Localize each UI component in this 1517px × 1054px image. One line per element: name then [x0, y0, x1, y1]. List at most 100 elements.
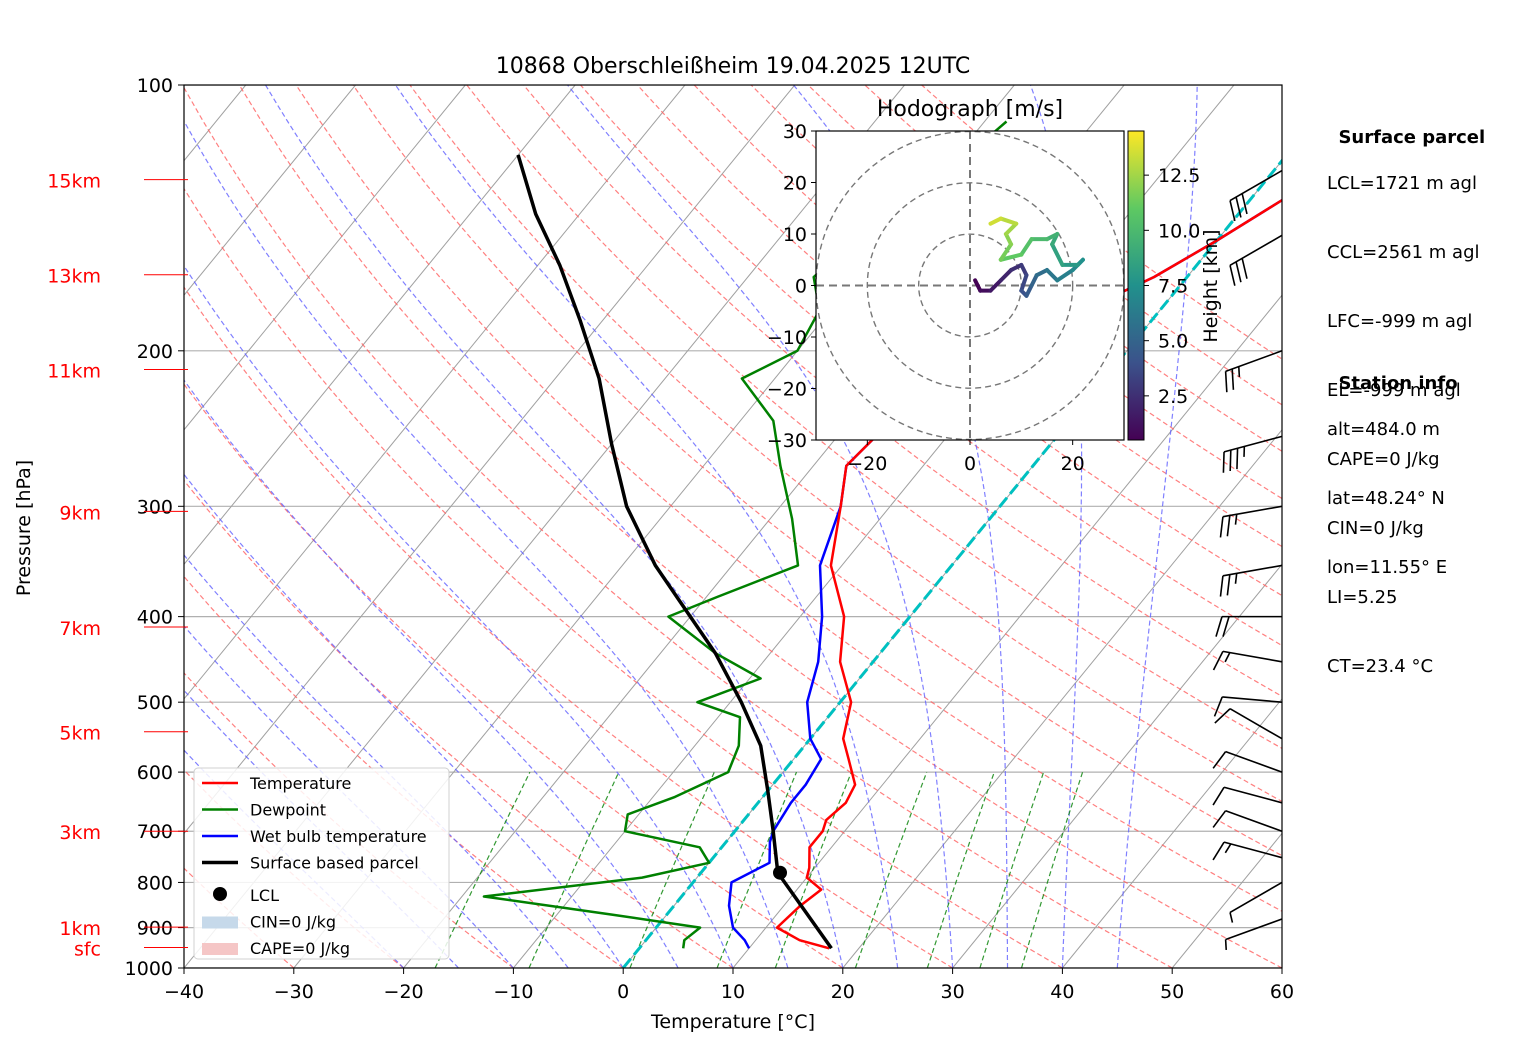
wind-barb-flag	[1237, 366, 1241, 378]
colorbar-tick-label: 5.0	[1158, 331, 1188, 353]
mixing-ratio-line	[979, 771, 1045, 968]
dry-adiabat-line	[750, 85, 1282, 500]
wind-barb-flag	[1214, 708, 1231, 724]
hodograph-trace-segment	[998, 216, 1019, 226]
isotherm-line	[184, 85, 576, 566]
hodograph: Hodograph [m/s] −30 −20 −10 0 10 20 30 −20 0 20 2.…	[767, 97, 1222, 475]
wind-barb-staff	[1222, 696, 1283, 703]
wind-barb-flag	[1229, 450, 1232, 471]
isotherm-line	[842, 428, 1282, 968]
moist-adiabat-line	[264, 85, 844, 968]
colorbar-tick-label: 2.5	[1158, 386, 1188, 408]
wind-barb	[1215, 615, 1282, 637]
dry-adiabat-line	[295, 85, 1282, 912]
hodograph-y-tick-label: 30	[783, 121, 807, 143]
wind-barb-staff	[1229, 234, 1283, 267]
wind-barb	[1229, 234, 1283, 286]
wind-barb-flag	[1235, 261, 1242, 283]
y-tick-label: 500	[137, 692, 173, 714]
height-label: 13km	[47, 266, 101, 288]
y-tick-label: 300	[137, 496, 173, 518]
station-info-line: lat=48.24° N	[1327, 488, 1445, 509]
height-label: sfc	[74, 939, 101, 961]
isotherm-line	[184, 85, 466, 431]
wind-barb-staff	[1223, 841, 1283, 859]
chart-title: 10868 Oberschleißheim 19.04.2025 12UTC	[496, 54, 971, 79]
mixing-ratio-line	[774, 771, 852, 968]
legend-swatch	[213, 887, 227, 901]
x-tick-label: 30	[941, 981, 965, 1003]
legend-label: CAPE=0 J/kg	[250, 939, 350, 958]
isotherm-line	[184, 85, 356, 297]
hodograph-y-tick-label: −20	[767, 379, 807, 401]
station-info-line: lon=11.55° E	[1327, 557, 1448, 578]
wind-barb	[1212, 650, 1283, 671]
wind-barb-staff	[1225, 350, 1283, 373]
wind-barb-flag	[1212, 810, 1227, 828]
surface-parcel-line: CCL=2561 m agl	[1327, 242, 1480, 263]
legend-swatch	[202, 943, 238, 955]
hodograph-trace-segment	[998, 242, 1014, 262]
hodograph-trace-segment	[1045, 268, 1060, 283]
hodograph-ring	[866, 182, 1074, 389]
wind-barb-staff	[1225, 809, 1283, 832]
wind-barbs	[1212, 169, 1283, 950]
height-label: 9km	[59, 502, 101, 524]
wind-barb	[1212, 750, 1283, 773]
wind-barb-flag	[1222, 616, 1230, 637]
colorbar	[1127, 130, 1145, 441]
x-tick-label: 10	[721, 981, 745, 1003]
wind-barb	[1214, 708, 1283, 740]
wind-barb-flag	[1235, 196, 1242, 218]
legend-box	[193, 767, 450, 960]
mixing-ratio-line	[528, 771, 620, 968]
surface-parcel-line: CT=23.4 °C	[1327, 656, 1434, 677]
legend-swatch	[202, 916, 238, 929]
wind-barb	[1219, 505, 1283, 538]
station-info-panel: Station info alt=484.0 m lat=48.24° N lo…	[1327, 349, 1458, 602]
wind-barb-flag	[1212, 651, 1224, 671]
legend: Temperature Dewpoint Wet bulb temperature S…	[193, 767, 450, 960]
y-tick-label: 1000	[125, 958, 173, 980]
dry-adiabat-line	[184, 479, 734, 968]
wind-barb-staff	[1223, 786, 1283, 804]
axes: −40 −30 −20 −10 0 10 20 30 40 50 60100200300400500…	[47, 75, 1294, 1003]
moist-adiabat-line	[184, 625, 514, 968]
mixing-ratio-line	[926, 771, 995, 968]
isotherm-line	[184, 85, 686, 700]
height-label: 11km	[47, 361, 101, 383]
surface-parcel-line: LI=5.25	[1327, 587, 1398, 608]
wind-barb	[1212, 809, 1283, 832]
moist-adiabat-line	[395, 85, 899, 968]
height-label: 7km	[59, 618, 101, 640]
wind-barb-flag	[1222, 451, 1225, 473]
hodograph-plot	[816, 131, 1124, 440]
wind-barb	[1213, 696, 1283, 717]
isotherm-line	[732, 294, 1282, 968]
legend-label: LCL	[250, 886, 279, 905]
wind-barb-staff	[1229, 708, 1283, 740]
y-tick-label: 100	[137, 75, 173, 97]
wind-barb-flag	[1229, 912, 1234, 923]
legend-label: CIN=0 J/kg	[250, 913, 336, 932]
mixing-ratio-line	[854, 771, 928, 968]
hodograph-x-tick-label: 0	[964, 453, 976, 475]
colorbar-tick-label: 7.5	[1158, 276, 1188, 298]
wind-barb-staff	[1222, 505, 1283, 518]
x-axis-label: Temperature [°C]	[650, 1011, 815, 1033]
wind-barb-flag	[1224, 371, 1228, 393]
wind-barb-staff	[1229, 169, 1283, 202]
lcl-marker	[773, 865, 788, 880]
x-tick-label: 20	[831, 981, 855, 1003]
moist-adiabat-line	[184, 554, 569, 968]
wind-barb-flag	[1224, 843, 1232, 854]
wind-barb	[1224, 918, 1283, 950]
hodograph-trace-segment	[988, 216, 1003, 226]
hodograph-title: Hodograph [m/s]	[877, 97, 1063, 122]
height-label: 15km	[47, 171, 101, 193]
wind-barb-flag	[1213, 696, 1223, 717]
legend-label: Surface based parcel	[250, 854, 419, 873]
mixing-ratio-line	[1020, 771, 1084, 968]
profiles	[482, 120, 1282, 950]
